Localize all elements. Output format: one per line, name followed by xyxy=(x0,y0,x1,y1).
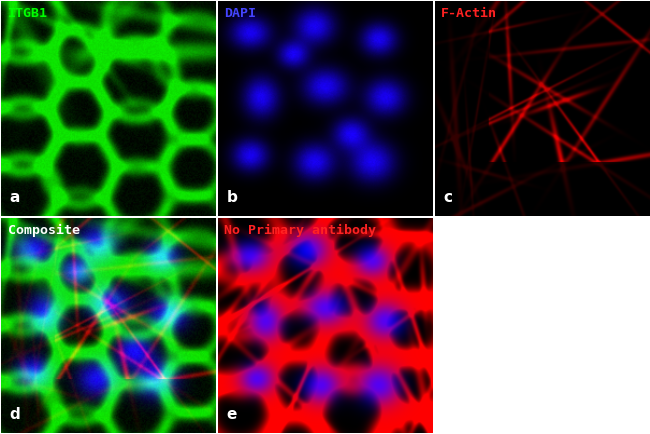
Text: d: d xyxy=(10,408,21,422)
Text: DAPI: DAPI xyxy=(224,7,256,20)
Text: ITGB1: ITGB1 xyxy=(8,7,47,20)
Text: c: c xyxy=(443,191,452,205)
Text: No Primary antibody: No Primary antibody xyxy=(224,224,376,237)
Text: Composite: Composite xyxy=(8,224,80,237)
Text: e: e xyxy=(227,408,237,422)
Text: a: a xyxy=(10,191,20,205)
Text: b: b xyxy=(227,191,237,205)
Text: F-Actin: F-Actin xyxy=(441,7,497,20)
